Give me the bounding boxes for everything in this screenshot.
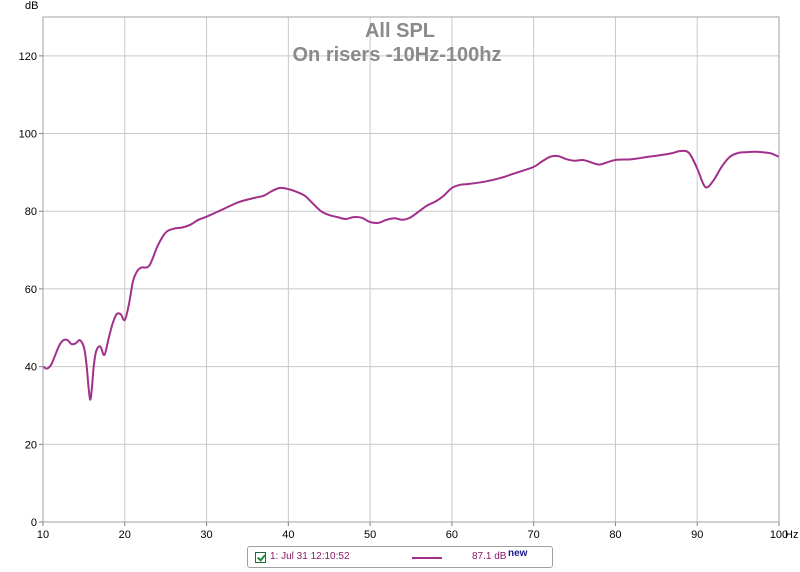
x-tick-label: 70 [528, 529, 540, 541]
plot-frame [42, 16, 780, 523]
y-tick-label: 100 [19, 129, 37, 141]
x-tick-label: 100 [770, 529, 788, 541]
chart-subtitle: On risers -10Hz-100hz [293, 44, 502, 66]
y-tick-label: 80 [25, 206, 37, 218]
y-tick-label: 120 [19, 51, 37, 63]
y-axis-label: dB [25, 0, 38, 12]
y-tick-label: 0 [31, 517, 37, 529]
legend-series-name: 1: Jul 31 12:10:52 [270, 551, 350, 562]
series-line [42, 149, 780, 401]
y-tick-label: 40 [25, 362, 37, 374]
x-unit-label: Hz [785, 529, 798, 541]
plot-background [43, 17, 779, 522]
x-tick-label: 50 [364, 529, 376, 541]
y-tick-label: 60 [25, 284, 37, 296]
x-tick-label: 90 [691, 529, 703, 541]
x-tick-label: 80 [609, 529, 621, 541]
legend-checkbox[interactable] [255, 552, 266, 563]
legend-value: 87.1 dB [472, 551, 507, 562]
x-tick-label: 10 [37, 529, 49, 541]
x-tick-label: 30 [200, 529, 212, 541]
x-tick-label: 40 [282, 529, 294, 541]
legend-line-swatch [412, 557, 442, 559]
y-tick-label: 20 [25, 439, 37, 451]
legend: 1: Jul 31 12:10:52 87.1 dB new [247, 546, 553, 568]
x-tick-label: 60 [446, 529, 458, 541]
legend-new-badge: new [508, 548, 528, 559]
x-tick-label: 20 [119, 529, 131, 541]
chart-title: All SPL [365, 20, 435, 42]
series-group [42, 149, 780, 401]
